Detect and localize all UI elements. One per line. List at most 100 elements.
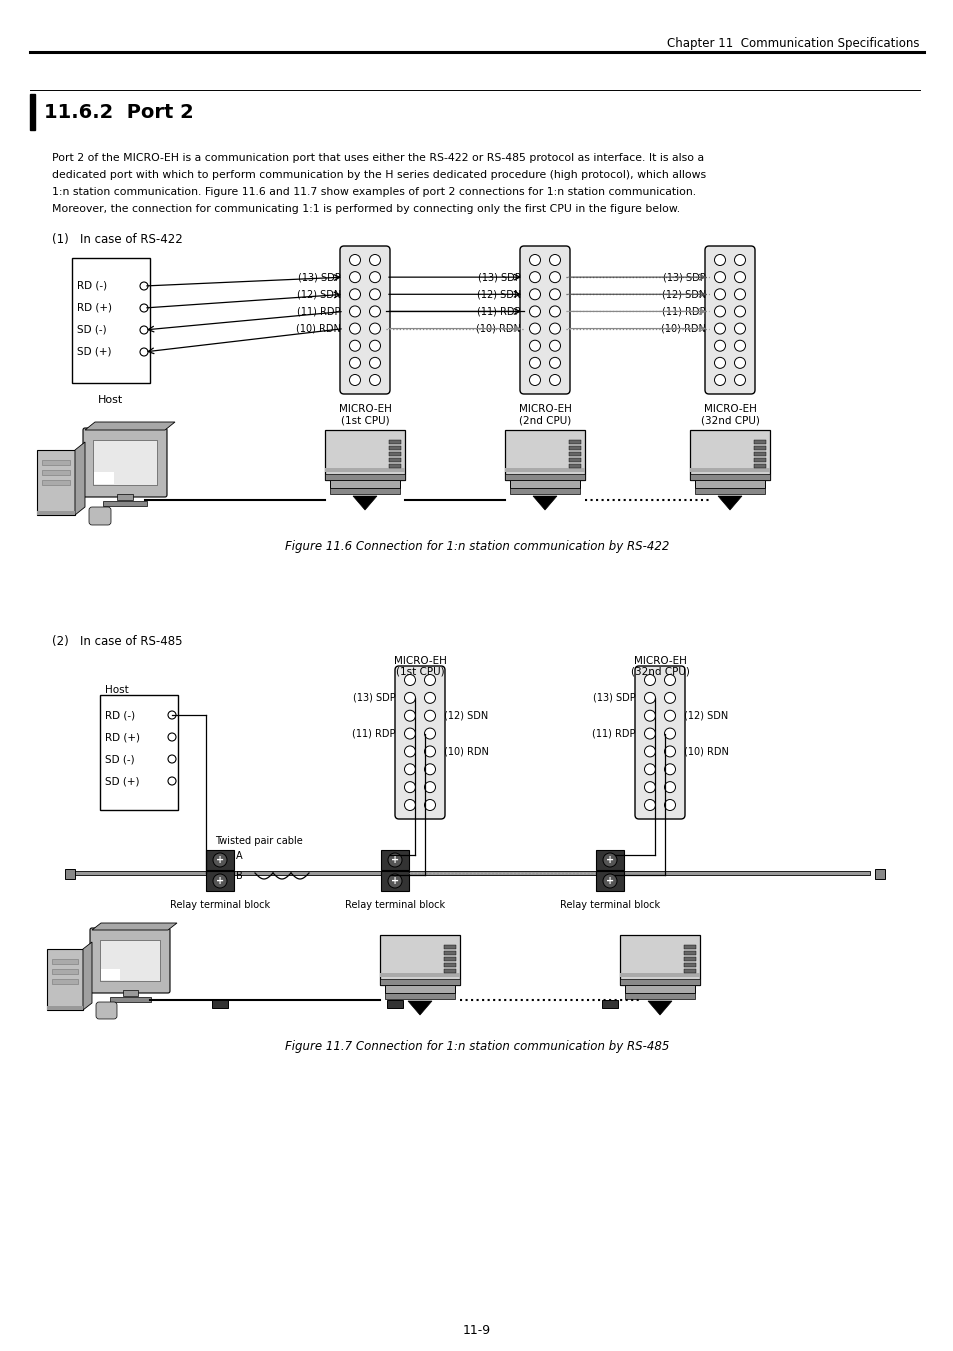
Bar [443,951,456,955]
Circle shape [714,358,724,369]
Text: Relay terminal block: Relay terminal block [170,900,270,911]
Circle shape [602,874,617,888]
Bar [689,467,769,471]
Text: Relay terminal block: Relay terminal block [345,900,445,911]
Circle shape [529,374,540,385]
Bar [100,694,178,811]
Bar [379,979,459,985]
Circle shape [734,374,744,385]
Circle shape [714,289,724,300]
Bar [206,850,233,870]
FancyBboxPatch shape [96,1002,117,1019]
Circle shape [369,358,380,369]
Polygon shape [647,1001,671,1015]
Circle shape [168,755,175,763]
Circle shape [549,254,560,266]
FancyBboxPatch shape [83,428,167,497]
Circle shape [644,782,655,793]
Circle shape [714,340,724,351]
Circle shape [664,728,675,739]
Circle shape [424,692,435,704]
Bar [380,850,409,870]
Bar [47,948,83,1011]
Circle shape [349,323,360,334]
Circle shape [388,852,401,867]
Text: (11) RDP: (11) RDP [297,307,340,316]
Bar [504,430,584,480]
Text: (1st CPU): (1st CPU) [395,666,444,676]
Text: A: A [235,851,242,861]
Bar [325,430,405,480]
Bar [874,869,884,880]
Text: Twisted pair cable: Twisted pair cable [214,836,302,846]
Text: 1:n station communication. Figure 11.6 and 11.7 show examples of port 2 connecti: 1:n station communication. Figure 11.6 a… [52,186,696,197]
Polygon shape [353,496,376,509]
Text: +: + [389,854,400,866]
Bar [110,997,151,1002]
Text: +: + [391,875,398,886]
Circle shape [664,763,675,774]
Text: (1)   In case of RS-422: (1) In case of RS-422 [52,232,183,246]
Bar [683,969,696,973]
Text: Host: Host [105,685,129,694]
Polygon shape [91,923,177,929]
FancyBboxPatch shape [339,246,390,394]
Bar [695,488,764,494]
Text: (10) RDN: (10) RDN [660,324,705,334]
Text: Moreover, the connection for communicating 1:1 is performed by connecting only t: Moreover, the connection for communicati… [52,204,679,213]
Circle shape [644,711,655,721]
Polygon shape [85,422,174,430]
Circle shape [168,777,175,785]
Bar [443,969,456,973]
Circle shape [213,874,227,888]
Bar [695,480,764,488]
Circle shape [664,674,675,685]
Circle shape [404,674,416,685]
Bar [123,990,138,996]
Bar [42,470,70,476]
Circle shape [529,358,540,369]
Bar [568,458,580,462]
Bar [325,474,405,480]
Circle shape [369,289,380,300]
Text: Chapter 11  Communication Specifications: Chapter 11 Communication Specifications [667,36,919,50]
Circle shape [734,323,744,334]
Circle shape [140,282,148,290]
Circle shape [168,734,175,740]
Text: +: + [391,855,398,865]
Bar [52,969,78,974]
Bar [568,453,580,457]
Bar [596,850,623,870]
Bar [103,501,147,507]
Bar [385,985,455,993]
Text: (11) RDP: (11) RDP [477,307,520,316]
Circle shape [714,374,724,385]
Text: RD (+): RD (+) [105,732,140,742]
Polygon shape [533,496,557,509]
Text: (12) SDN: (12) SDN [296,289,340,300]
Text: (12) SDN: (12) SDN [443,711,488,720]
Text: +: + [389,874,400,888]
FancyBboxPatch shape [635,666,684,819]
Bar [380,871,409,892]
Bar [753,446,765,450]
Bar [601,1000,618,1008]
Circle shape [424,800,435,811]
Bar [689,430,769,480]
Circle shape [734,254,744,266]
Text: (12) SDN: (12) SDN [661,289,705,300]
Text: (10) RDN: (10) RDN [295,324,340,334]
Bar [753,453,765,457]
Text: (11) RDP: (11) RDP [661,307,705,316]
Circle shape [369,305,380,317]
Circle shape [349,374,360,385]
Circle shape [734,305,744,317]
Circle shape [714,323,724,334]
Bar [689,474,769,480]
Text: Relay terminal block: Relay terminal block [559,900,659,911]
Text: MICRO-EH
(2nd CPU): MICRO-EH (2nd CPU) [518,404,571,426]
Text: RD (+): RD (+) [77,303,112,313]
Bar [385,993,455,998]
Circle shape [404,711,416,721]
Polygon shape [83,942,91,1011]
